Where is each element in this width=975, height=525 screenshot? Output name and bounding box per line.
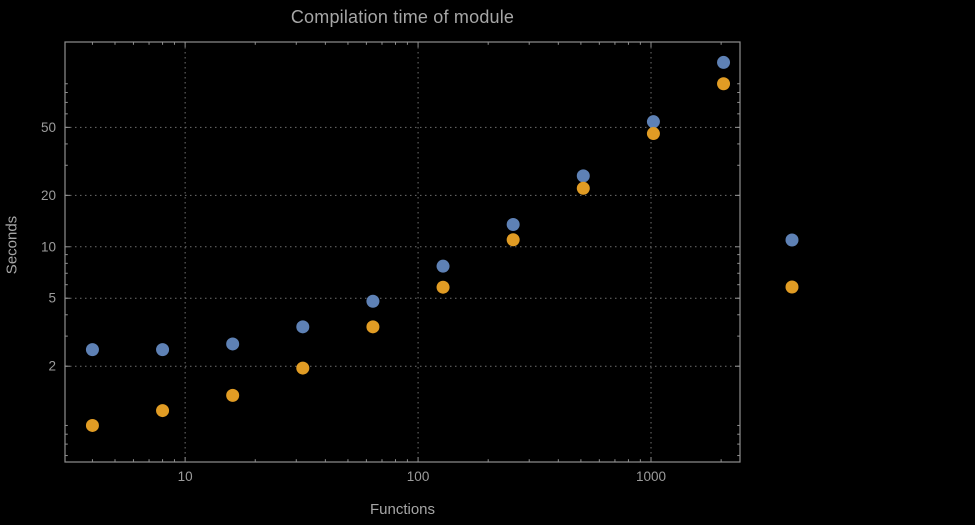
- data-point-series-orange: [717, 77, 731, 91]
- data-point-series-orange: [436, 280, 450, 294]
- data-point-series-blue: [436, 259, 450, 273]
- chart-title: Compilation time of module: [290, 7, 515, 27]
- data-point-series-blue: [717, 55, 731, 69]
- data-point-series-orange: [646, 127, 660, 141]
- data-point-series-orange: [226, 388, 240, 402]
- data-point-series-blue: [156, 343, 170, 357]
- y-tick-label-5: 5: [48, 291, 56, 306]
- data-point-series-blue: [576, 169, 590, 183]
- data-point-series-blue: [506, 218, 520, 232]
- y-tick-label-50: 50: [41, 120, 56, 135]
- series-blue-marker: [785, 233, 799, 247]
- x-tick-label-10: 10: [178, 469, 193, 484]
- data-point-series-blue: [226, 337, 240, 351]
- x-tick-label-100: 100: [407, 469, 430, 484]
- series-orange-marker: [785, 280, 799, 294]
- data-point-series-blue: [85, 343, 99, 357]
- data-point-series-orange: [156, 404, 170, 418]
- data-point-series-orange: [296, 361, 310, 375]
- y-tick-label-10: 10: [41, 239, 56, 254]
- data-point-series-blue: [646, 115, 660, 129]
- y-tick-label-2: 2: [48, 359, 56, 374]
- data-point-series-orange: [506, 233, 520, 247]
- y-tick-label-20: 20: [41, 188, 56, 203]
- plot-frame: [64, 41, 741, 463]
- data-point-series-orange: [366, 320, 380, 334]
- x-axis-label: Functions: [369, 501, 436, 518]
- data-point-series-blue: [366, 294, 380, 308]
- data-point-series-orange: [576, 181, 590, 195]
- y-axis-label: Seconds: [3, 215, 21, 275]
- data-point-series-orange: [85, 418, 99, 432]
- data-point-series-blue: [296, 320, 310, 334]
- x-tick-label-1000: 1000: [636, 469, 666, 484]
